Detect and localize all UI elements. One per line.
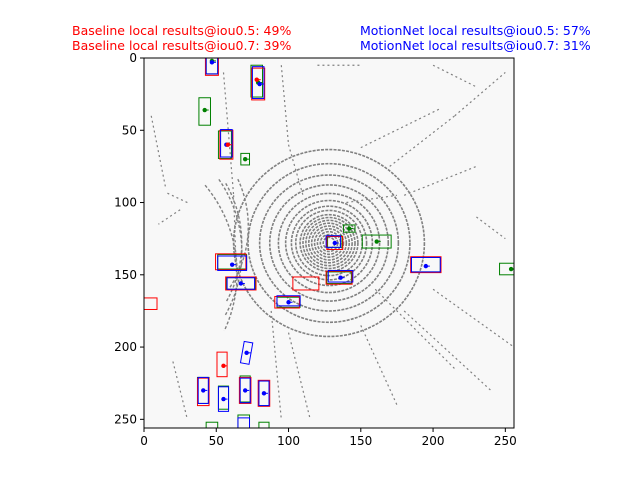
lidar-ring [284,199,374,287]
gt-box [326,271,352,284]
motionnet-box [226,277,256,290]
baseline-iou05: Baseline local results@iou0.5: 49% [72,23,292,38]
lidar-structure [165,191,188,204]
baseline-box [238,376,252,404]
lidar-arc [218,179,243,317]
gt-box [499,262,514,276]
baseline-box [410,256,442,274]
baseline-iou07: Baseline local results@iou0.7: 39% [72,37,292,53]
motionnet-results: MotionNet local results@iou0.5: 57% Moti… [360,23,591,53]
baseline-box [292,276,320,291]
motionnet-box [410,256,441,273]
baseline-box [326,235,344,251]
lidar-ring [302,216,356,270]
lidar-structure [389,115,456,167]
motionnet-box [217,386,230,412]
motionnet-box [197,376,209,404]
lidar-ring [313,228,345,258]
motionnet-box [325,235,342,248]
y-tick-label: 0 [129,51,137,65]
lidar-arc [204,184,238,332]
lidar-ring [258,174,400,312]
y-tick-label: 150 [114,268,137,282]
y-tick-label: 50 [122,123,137,137]
gt-box [258,421,270,428]
lidar-structure [454,71,506,117]
baseline-box [219,129,234,160]
lidar-structure [476,216,506,240]
lidar-structure [432,288,514,348]
lidar-structure [158,209,181,225]
gt-box [198,97,211,126]
y-tick-label: 100 [114,196,137,210]
baseline-box [257,379,271,407]
motionnet-box [239,340,254,365]
motionnet-box [276,295,301,307]
lidar-structure [280,65,290,145]
lidar-structure [222,72,235,196]
detection-centers [201,58,514,402]
x-tick-label: 0 [140,434,148,448]
baseline-box [196,377,210,407]
x-tick-label: 200 [422,434,445,448]
x-tick-label: 250 [494,434,517,448]
motionnet-iou07: MotionNet local results@iou0.7: 31% [360,37,591,53]
lidar-structure [432,64,477,88]
y-tick-label: 200 [114,340,137,354]
motionnet-box [251,66,265,99]
motionnet-box [327,269,354,283]
lidar-ring [307,222,351,264]
motionnet-box [237,417,251,428]
gt-center [508,266,514,272]
baseline-box [204,58,219,76]
motionnet-box [239,377,251,404]
baseline-box [274,295,300,309]
motionnet-box [217,255,248,271]
baseline-box [216,351,228,378]
gt-box [205,421,219,428]
y-tick-label: 250 [114,412,137,426]
lidar-ring [305,219,353,267]
x-tick-label: 150 [349,434,372,448]
axes-frame [143,57,515,429]
gt-box [342,224,356,233]
lidar-ring [247,162,411,324]
lidar-ring [277,192,381,294]
lidar-structure [150,115,167,189]
lidar-structure [287,144,304,196]
baseline-box [144,297,158,310]
gt-box [361,234,392,249]
baseline-results: Baseline local results@iou0.5: 49% Basel… [72,23,292,53]
gt-box [250,64,264,98]
baseline-box [225,276,257,291]
motionnet-box [220,129,233,158]
baseline-box [325,270,353,285]
x-tick-label: 50 [209,434,224,448]
baseline-box [215,253,247,271]
motionnet-iou05: MotionNet local results@iou0.5: 57% [360,23,591,38]
baseline-box [251,67,266,101]
motionnet-box [205,58,219,75]
lidar-ring [310,225,348,261]
lidar-arc [225,183,243,303]
motionnet-box [258,380,270,407]
lidar-structure [233,195,238,275]
lidar-ring [268,184,390,302]
x-tick-label: 100 [277,434,300,448]
detection-boxes [144,58,514,428]
lidar-ring [290,205,368,281]
plot-area [144,58,514,428]
lidar-structure [374,288,456,370]
gt-box [240,152,251,166]
lidar-structure [270,310,282,420]
lidar-structure [346,194,398,204]
